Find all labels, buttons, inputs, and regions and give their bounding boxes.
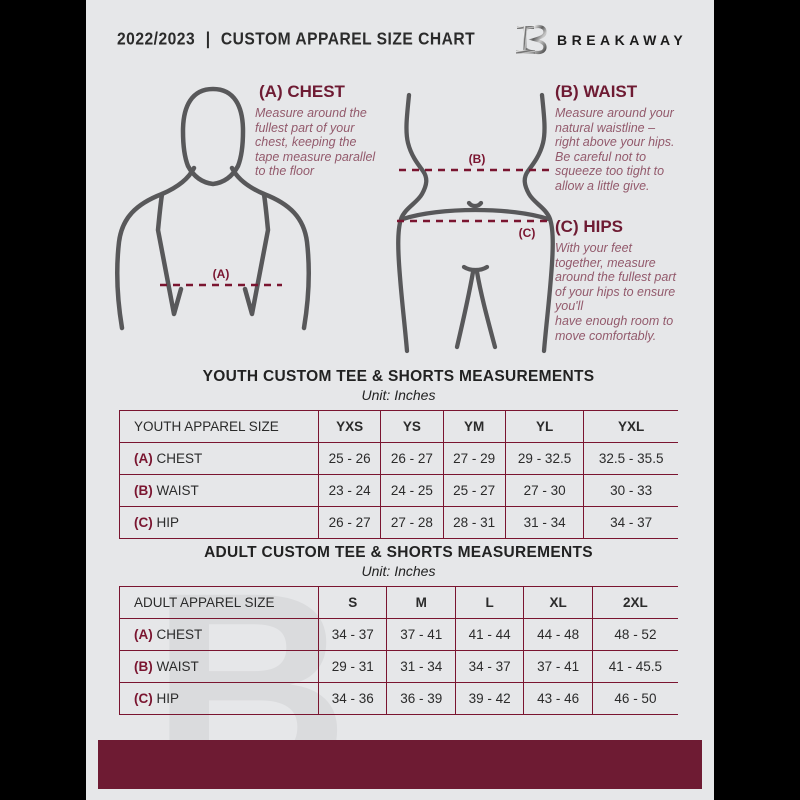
- svg-text:BREAKAWAY: BREAKAWAY: [557, 32, 687, 48]
- svg-text:(B): (B): [469, 152, 486, 166]
- svg-text:(C): (C): [519, 226, 536, 240]
- svg-text:(A): (A): [213, 267, 230, 281]
